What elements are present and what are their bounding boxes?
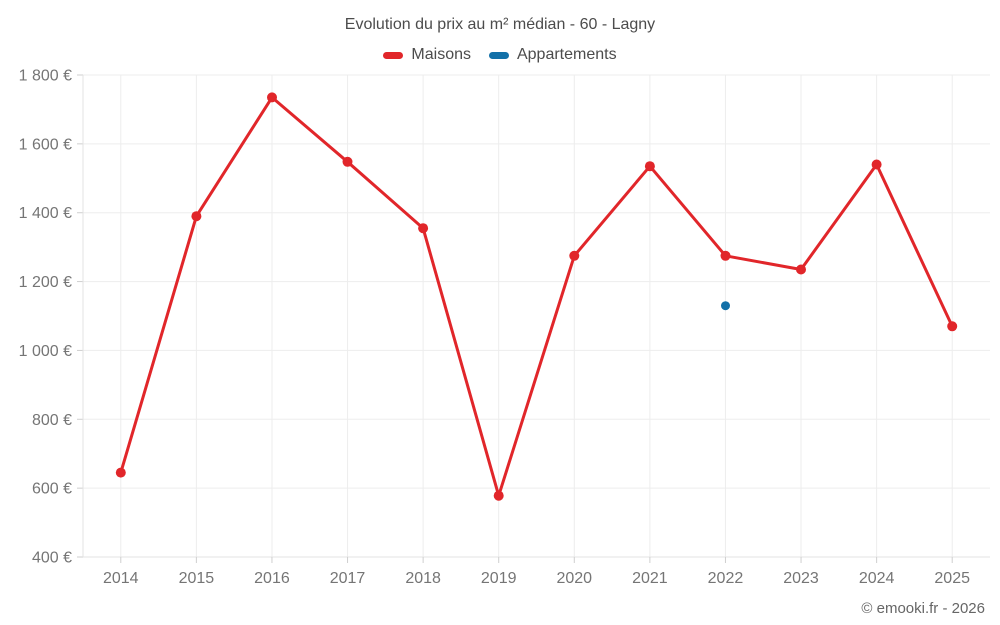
maisons-data-point[interactable] <box>644 161 655 172</box>
maisons-data-point[interactable] <box>569 250 580 261</box>
y-tick-label: 800 € <box>32 412 72 429</box>
y-tick-label: 600 € <box>32 481 72 498</box>
y-tick-label: 1 800 € <box>19 68 72 85</box>
maisons-data-point[interactable] <box>493 490 504 501</box>
chart-legend: Maisons Appartements <box>0 46 1000 64</box>
maisons-data-point[interactable] <box>191 211 202 222</box>
maisons-data-point[interactable] <box>871 159 882 170</box>
x-tick-label: 2014 <box>103 570 139 587</box>
legend-item-appartements[interactable]: Appartements <box>488 46 617 64</box>
maisons-data-point[interactable] <box>720 250 731 261</box>
x-tick-label: 2021 <box>632 570 668 587</box>
x-tick-label: 2018 <box>405 570 441 587</box>
maisons-data-point[interactable] <box>267 92 277 103</box>
legend-item-maisons[interactable]: Maisons <box>383 46 471 64</box>
x-tick-label: 2020 <box>556 570 592 587</box>
maisons-data-point[interactable] <box>115 467 126 478</box>
maisons-data-point[interactable] <box>342 156 353 167</box>
chart-title: Evolution du prix au m² médian - 60 - La… <box>344 16 656 33</box>
maisons-data-point[interactable] <box>418 223 429 234</box>
y-tick-label: 400 € <box>32 550 72 567</box>
x-tick-label: 2019 <box>481 570 517 587</box>
legend-label-appartements: Appartements <box>516 46 617 63</box>
maisons-line <box>119 95 954 498</box>
x-tick-label: 2023 <box>783 570 819 587</box>
y-tick-label: 1 000 € <box>19 343 72 360</box>
legend-label-maisons: Maisons <box>411 46 471 63</box>
y-tick-label: 1 200 € <box>19 274 72 291</box>
x-tick-label: 2025 <box>934 570 970 587</box>
appartements-legend-swatch-icon <box>488 51 509 59</box>
x-tick-label: 2017 <box>330 570 366 587</box>
x-tick-label: 2022 <box>708 570 744 587</box>
maisons-legend-swatch-icon <box>383 51 404 59</box>
watermark: © emooki.fr - 2026 <box>861 600 985 617</box>
maisons-data-point[interactable] <box>947 321 958 332</box>
x-tick-label: 2015 <box>179 570 215 587</box>
maisons-data-point[interactable] <box>796 264 806 275</box>
appartements-data-point[interactable] <box>721 301 730 311</box>
x-tick-label: 2024 <box>859 570 895 587</box>
x-tick-label: 2016 <box>254 570 290 587</box>
y-tick-label: 1 400 € <box>19 205 72 222</box>
y-tick-label: 1 600 € <box>19 136 72 153</box>
